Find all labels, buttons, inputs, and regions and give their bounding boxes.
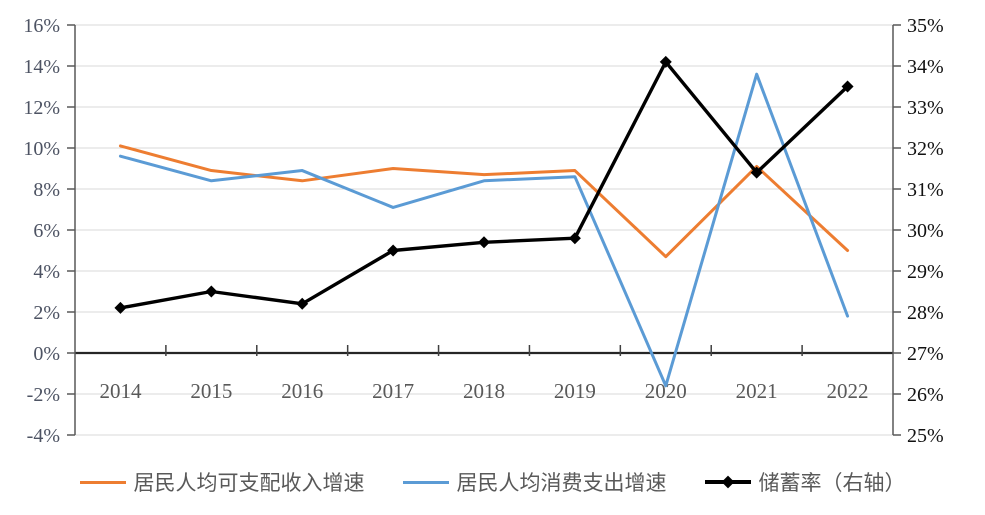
chart-legend: 居民人均可支配收入增速 居民人均消费支出增速 储蓄率（右轴） <box>0 460 985 504</box>
legend-label-consumption: 居民人均消费支出增速 <box>456 471 667 495</box>
legend-item-savings-rate: 储蓄率（右轴） <box>704 467 906 497</box>
right-axis-tick-label: 26% <box>907 384 944 406</box>
right-axis-tick-label: 31% <box>907 179 944 201</box>
x-axis-label: 2021 <box>736 379 778 403</box>
dual-axis-line-chart: 16% 14% 12% 10% 8% 6% 4% 2% 0% -2% -4% 35% 34% 33% 32%… <box>23 15 944 447</box>
left-axis-tick-label: -4% <box>27 425 60 447</box>
x-axis-label: 2014 <box>99 379 142 403</box>
legend-line-diamond-swatch-savings <box>704 480 751 484</box>
left-axis-tick-label: 4% <box>33 261 60 283</box>
legend-label-savings-rate: 储蓄率（右轴） <box>758 471 906 495</box>
left-axis-tick-label: 12% <box>23 97 60 119</box>
series-marker-diamond <box>659 55 672 68</box>
right-axis-tick-label: 28% <box>907 302 944 324</box>
series-marker-diamond <box>296 297 309 310</box>
x-axis-label: 2016 <box>281 379 323 403</box>
legend-item-income: 居民人均可支配收入增速 <box>79 467 365 497</box>
series-marker-diamond <box>114 301 127 314</box>
x-axis-label: 2018 <box>463 379 505 403</box>
legend-item-consumption: 居民人均消费支出增速 <box>402 467 667 497</box>
right-axis-tick-label: 33% <box>907 97 944 119</box>
legend-label-income: 居民人均可支配收入增速 <box>133 471 365 495</box>
series-marker-diamond <box>568 232 581 245</box>
left-axis-tick-label: 8% <box>33 179 60 201</box>
series-marker-diamond <box>750 166 763 179</box>
x-axis-label: 2015 <box>190 379 232 403</box>
series-marker-diamond <box>841 80 854 93</box>
x-axis-label: 2022 <box>827 379 869 403</box>
left-axis-tick-label: 6% <box>33 220 60 242</box>
series-marker-diamond <box>478 236 490 249</box>
legend-line-swatch-consumption <box>402 480 449 484</box>
left-axis-tick-label: 16% <box>23 15 60 37</box>
right-axis-tick-label: 27% <box>907 343 944 365</box>
x-axis-label: 2019 <box>554 379 596 403</box>
right-axis-tick-label: 32% <box>907 138 944 160</box>
series-line-0 <box>118 144 850 259</box>
right-axis-tick-label: 30% <box>907 220 944 242</box>
left-axis-tick-label: 2% <box>33 302 60 324</box>
left-axis-tick-label: 10% <box>23 138 60 160</box>
right-axis-tick-label: 34% <box>907 56 944 78</box>
right-axis-tick-label: 29% <box>907 261 944 283</box>
left-axis-tick-label: 0% <box>33 343 60 365</box>
left-axis-tick-label: -2% <box>27 384 60 406</box>
left-axis-tick-label: 14% <box>23 56 60 78</box>
right-axis-tick-label: 25% <box>907 425 944 447</box>
legend-line-swatch-income <box>79 480 126 484</box>
series-line-1 <box>118 72 850 388</box>
series-marker-diamond <box>387 244 400 257</box>
series-marker-diamond <box>205 285 218 298</box>
x-axis-label: 2017 <box>372 379 414 403</box>
right-axis-tick-label: 35% <box>907 15 944 37</box>
